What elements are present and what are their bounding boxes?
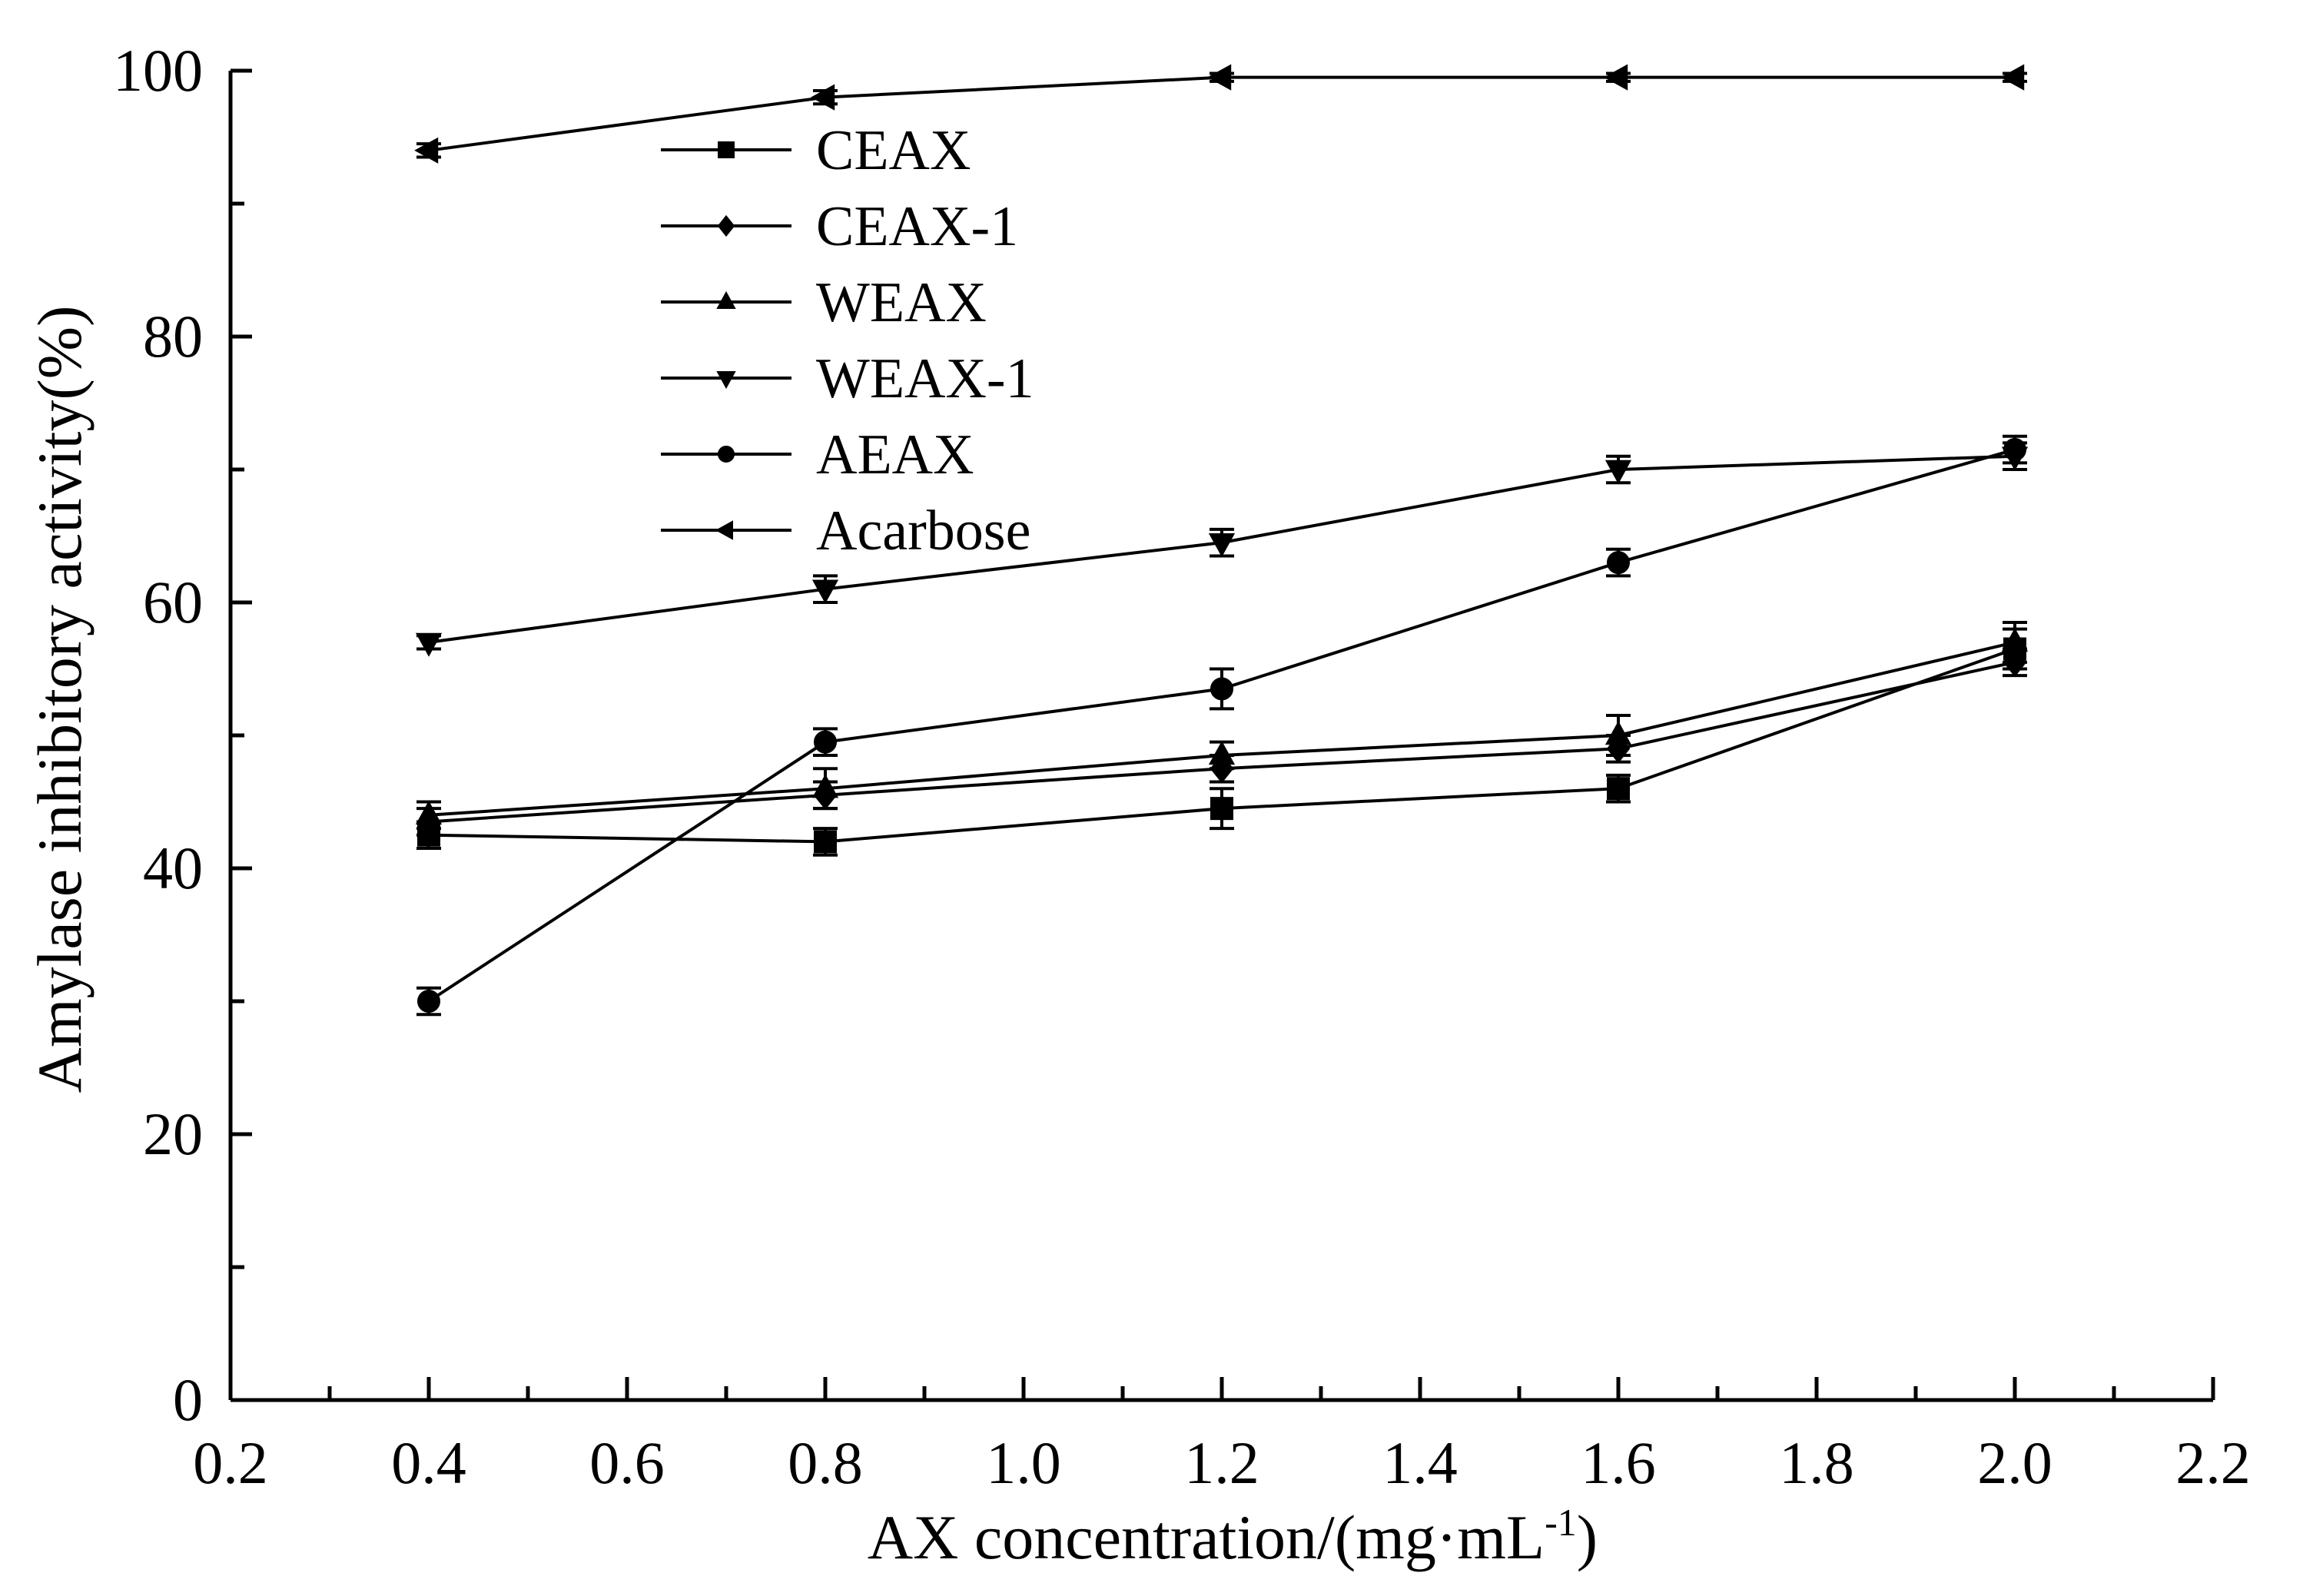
x-tick-label: 1.8 — [1779, 1429, 1854, 1496]
data-point-weax-1 — [415, 632, 443, 657]
x-tick-label: 0.8 — [788, 1429, 863, 1496]
x-tick-label: 0.6 — [589, 1429, 665, 1496]
y-tick-label: 20 — [143, 1100, 203, 1167]
legend-marker-weax-1 — [716, 371, 736, 390]
y-tick-label: 100 — [113, 37, 203, 104]
data-point-acarbose — [1604, 64, 1628, 91]
legend-marker-acarbose — [715, 520, 733, 540]
data-point-weax-1 — [1208, 533, 1236, 558]
series-line-acarbose — [428, 75, 2015, 152]
data-point-weax-1 — [1604, 460, 1632, 484]
legend-label: WEAX-1 — [816, 347, 1034, 410]
y-tick-label: 60 — [143, 569, 203, 635]
data-point-aeax — [1210, 677, 1233, 701]
series-aeax — [416, 434, 2027, 1017]
data-point-ceax — [1607, 777, 1630, 801]
series-weax-1 — [415, 441, 2029, 657]
data-point-acarbose — [1207, 64, 1232, 91]
data-point-aeax — [417, 990, 440, 1013]
x-axis-label-sup: -1 — [1545, 1501, 1577, 1544]
x-tick-label: 2.2 — [2175, 1429, 2251, 1496]
data-point-aeax — [814, 730, 837, 754]
x-axis-label-close: ) — [1577, 1502, 1598, 1572]
data-point-aeax — [1607, 551, 1630, 575]
x-tick-label: 1.6 — [1581, 1429, 1656, 1496]
data-point-weax — [415, 800, 443, 825]
legend-label: CEAX — [816, 119, 971, 182]
x-tick-label: 1.4 — [1382, 1429, 1458, 1496]
data-point-weax — [2001, 628, 2029, 652]
legend-item-ceax: CEAX — [661, 119, 971, 182]
legend-marker-weax — [716, 290, 736, 309]
data-point-weax — [1208, 741, 1236, 765]
x-tick-label: 1.0 — [986, 1429, 1061, 1496]
legend-label: AEAX — [816, 423, 974, 486]
y-axis-label: Amylase inhibitory activity(%) — [25, 306, 95, 1093]
legend-item-aeax: AEAX — [661, 423, 974, 486]
data-point-ceax — [1210, 797, 1233, 821]
legend-label: Acarbose — [816, 499, 1030, 562]
legend-item-acarbose: Acarbose — [661, 499, 1030, 562]
data-point-aeax — [2003, 438, 2026, 462]
legend: CEAX CEAX-1 WEAX WEAX-1 AEAX Acarbose — [661, 119, 1034, 562]
axes: 0.2 0.4 0.6 0.8 1.0 1.2 1.4 1.6 1.8 2.0 2.2 0 20 40 60… — [113, 37, 2251, 1496]
data-point-weax — [1604, 721, 1632, 745]
data-point-weax — [811, 774, 839, 798]
legend-label: WEAX — [816, 271, 987, 334]
legend-item-weax-1: WEAX-1 — [661, 347, 1034, 410]
x-axis-label: AX concentration/(mg·mL-1) — [868, 1501, 1598, 1572]
series-ceax — [416, 627, 2027, 857]
y-tick-label: 40 — [143, 834, 203, 901]
legend-marker-ceax-1 — [717, 214, 735, 237]
data-point-acarbose — [2000, 64, 2025, 91]
x-tick-label: 1.2 — [1184, 1429, 1259, 1496]
x-tick-label: 0.4 — [391, 1429, 466, 1496]
y-tick-label: 0 — [173, 1366, 203, 1433]
x-tick-label: 0.2 — [193, 1429, 268, 1496]
legend-marker-ceax — [718, 141, 735, 158]
y-tick-label: 80 — [143, 303, 203, 370]
data-point-acarbose — [811, 84, 835, 111]
x-axis-label-main: AX concentration/(mg·mL — [868, 1502, 1545, 1572]
legend-item-weax: WEAX — [661, 271, 987, 334]
legend-label: CEAX-1 — [816, 195, 1018, 258]
x-tick-label: 2.0 — [1977, 1429, 2052, 1496]
data-point-acarbose — [414, 137, 439, 164]
data-point-weax-1 — [811, 579, 839, 604]
series-weax — [415, 620, 2029, 831]
legend-marker-aeax — [718, 446, 735, 463]
series-layer — [414, 64, 2029, 1017]
data-point-ceax — [814, 830, 837, 854]
series-acarbose — [414, 64, 2027, 164]
legend-item-ceax-1: CEAX-1 — [661, 195, 1018, 258]
